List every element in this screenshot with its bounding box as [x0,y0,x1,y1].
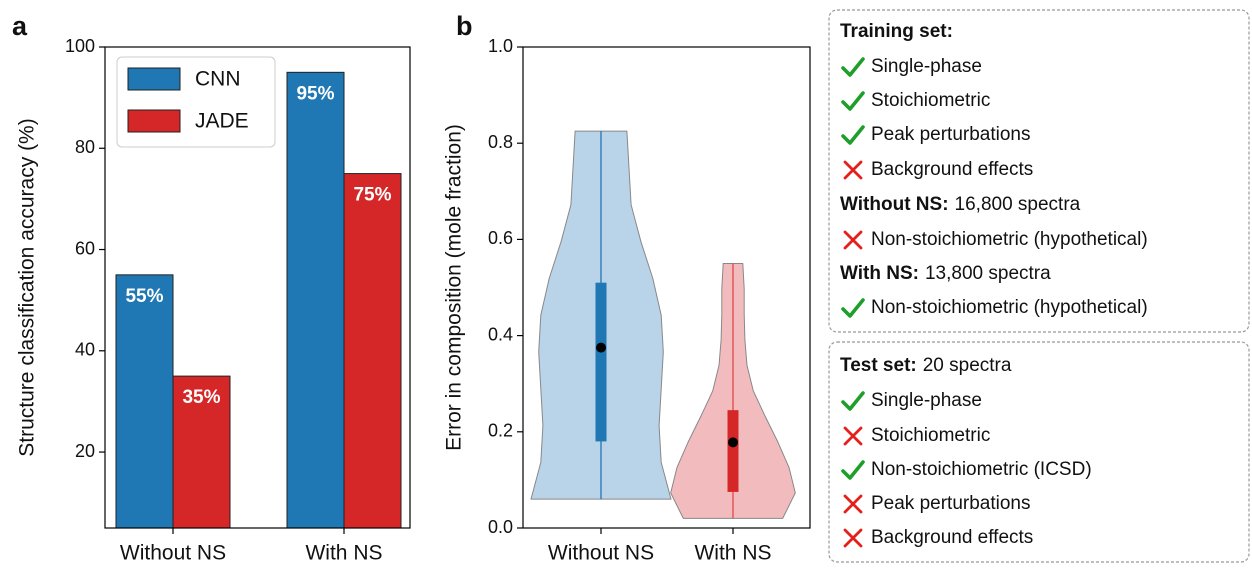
box-text: Peak perturbations [871,124,1031,145]
box-text: 20 spectra [923,355,1012,376]
bar-value-label: 95% [296,83,334,104]
median-dot [596,342,606,353]
check-icon [841,57,865,77]
plot-frame [522,46,811,529]
check-icon [841,391,865,411]
box-line: Single-phase [871,390,982,411]
box-text: 16,800 spectra [955,194,1081,215]
y-tick-label: 60 [75,238,95,258]
y-tick-label: 0.4 [488,324,513,344]
box-text: Non-stoichiometric (hypothetical) [871,297,1148,318]
box-text: Stoichiometric [871,425,990,446]
box-line: Peak perturbations [871,124,1031,145]
box-line: Peak perturbations [871,493,1031,514]
box-text: Non-stoichiometric (hypothetical) [871,229,1148,250]
bar [343,173,402,529]
box-text: 13,800 spectra [925,263,1051,284]
cross-icon [843,230,863,250]
y-tick-label: 40 [75,340,95,360]
box-bold: With NS: [840,263,919,284]
box-text: Background effects [871,159,1033,180]
box-line: Single-phase [871,56,982,77]
check-icon [841,460,865,480]
iqr-box [727,410,739,492]
cross-icon [843,160,863,180]
y-tick-label: 0.8 [488,132,513,152]
x-tick-label: Without NS [120,542,226,565]
y-axis-label: Error in composition (mole fraction) [443,124,466,451]
check-icon [841,298,865,318]
box-line: Test set: 20 spectra [840,355,1012,376]
bar-value-label: 75% [353,185,391,206]
check-icon [841,91,865,111]
bar [286,71,345,529]
box-line: Non-stoichiometric (hypothetical) [871,297,1148,318]
y-tick-label: 0.0 [488,517,513,537]
box-bold: Test set: [840,355,917,376]
y-tick-label: 20 [75,441,95,461]
box-bold: Training set: [840,21,953,42]
panel-label: a [12,11,28,41]
box-line: Without NS: 16,800 spectra [840,194,1081,215]
box-text: Non-stoichiometric (ICSD) [871,459,1092,480]
cross-icon [843,528,863,548]
box-text: Peak perturbations [871,493,1031,514]
bar-value-label: 55% [125,286,163,307]
box-text: Stoichiometric [871,90,990,111]
y-tick-label: 0.6 [488,228,513,248]
legend-swatch [127,109,181,133]
y-axis-label: Structure classification accuracy (%) [16,118,39,456]
y-tick-label: 80 [75,137,95,157]
panel-label: b [456,11,473,41]
box-line: Stoichiometric [871,425,990,446]
legend-swatch [127,67,181,91]
median-dot [728,437,738,448]
box-line: Training set: [840,21,953,42]
x-tick-label: Without NS [548,542,654,565]
box-text: Single-phase [871,390,982,411]
box-text: Background effects [871,527,1033,548]
info-box [828,341,1250,563]
x-tick-label: With NS [694,542,771,565]
bar-value-label: 35% [182,387,220,408]
box-text: Single-phase [871,56,982,77]
box-line: Background effects [871,527,1033,548]
box-line: Stoichiometric [871,90,990,111]
box-line: With NS: 13,800 spectra [840,263,1051,284]
box-line: Non-stoichiometric (hypothetical) [871,229,1148,250]
x-tick-label: With NS [305,542,382,565]
y-tick-label: 100 [65,36,95,56]
iqr-box [595,282,607,442]
check-icon [841,125,865,145]
info-box [828,9,1250,333]
y-tick-label: 0.2 [488,421,513,441]
cross-icon [843,494,863,514]
cross-icon [843,426,863,446]
box-bold: Without NS: [840,194,949,215]
y-tick-label: 1.0 [488,36,513,56]
legend-label: JADE [195,110,249,133]
box-line: Non-stoichiometric (ICSD) [871,459,1092,480]
legend-label: CNN [195,68,241,91]
box-line: Background effects [871,159,1033,180]
plot-frame [104,46,411,529]
bar [115,274,174,529]
